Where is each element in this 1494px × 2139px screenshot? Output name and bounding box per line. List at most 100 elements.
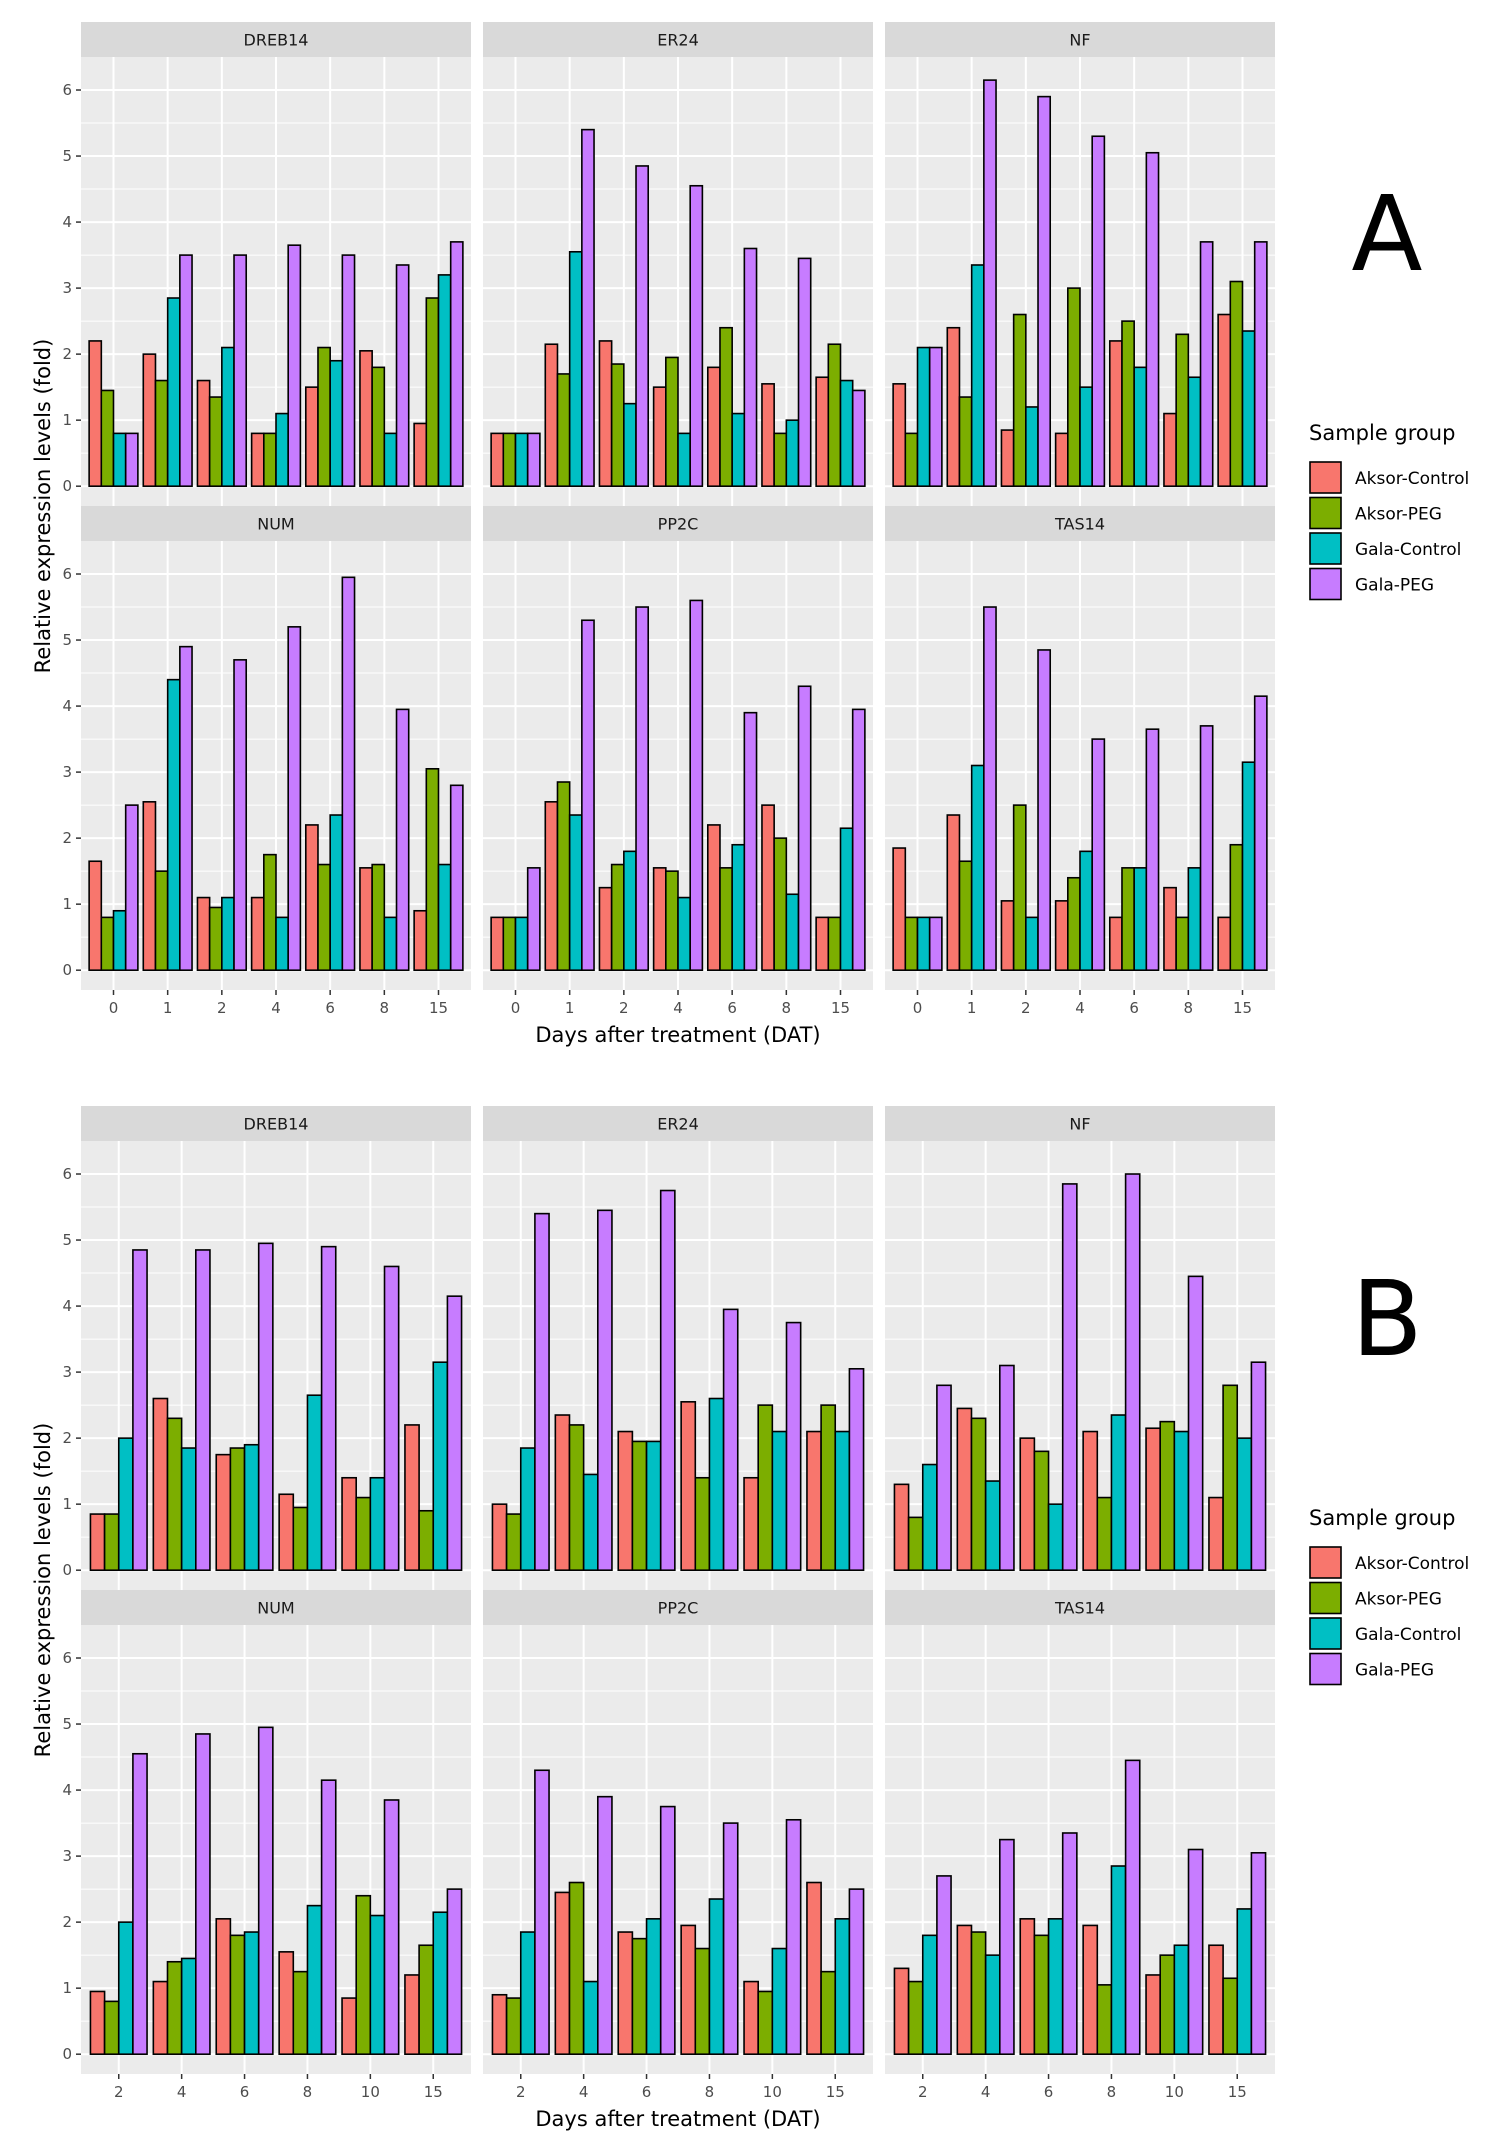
bar-aksor-peg-day-2 <box>610 363 625 487</box>
x-tick-label: 4 <box>1075 999 1085 1017</box>
bar-gala-peg-day-0 <box>928 346 943 487</box>
bar-gala-control-day-2 <box>117 1921 134 2055</box>
bar-gala-control-day-2 <box>519 1931 536 2055</box>
bar-aksor-peg-day-8 <box>371 863 386 971</box>
x-axis-title: Days after treatment (DAT) <box>535 2107 820 2131</box>
bar-gala-control-day-1 <box>166 297 181 487</box>
bar-aksor-peg-day-2 <box>208 396 223 487</box>
y-tick-label: 3 <box>62 763 72 781</box>
facet-title: NF <box>1069 31 1090 50</box>
bar-gala-control-day-8 <box>1110 1865 1127 2055</box>
bar-aksor-control-day-8 <box>1082 1430 1099 1571</box>
bar-gala-control-day-0 <box>112 909 127 971</box>
x-tick-label: 2 <box>619 999 629 1017</box>
bar-aksor-peg-day-2 <box>907 1980 924 2055</box>
bar-gala-peg-day-6 <box>743 247 758 488</box>
bar-aksor-control-day-4 <box>250 432 265 487</box>
bar-gala-peg-day-1 <box>983 606 997 971</box>
bar-aksor-peg-day-4 <box>970 1417 987 1571</box>
bar-aksor-control-day-1 <box>142 353 157 487</box>
bar-gala-peg-day-6 <box>1145 151 1160 487</box>
bar-aksor-peg-day-6 <box>317 863 331 971</box>
bar-aksor-control-day-6 <box>1019 1437 1036 1571</box>
y-tick-label: 2 <box>62 1913 72 1931</box>
x-tick-label: 6 <box>642 2083 652 2101</box>
facet-tas14: TAS14 0 1 2 4 6 8 15 <box>885 506 1275 1017</box>
facet-strip <box>483 22 873 57</box>
bar-aksor-control-day-6 <box>304 386 319 487</box>
bar-aksor-control-day-15 <box>815 376 830 487</box>
x-tick-label: 6 <box>240 2083 250 2101</box>
bar-aksor-peg-day-15 <box>820 1970 837 2055</box>
bar-gala-peg-day-10 <box>383 1799 400 2055</box>
facet-strip <box>885 22 1275 57</box>
bar-gala-control-day-6 <box>731 412 746 487</box>
bar-gala-peg-day-2 <box>936 1384 952 1571</box>
facet-strip <box>885 506 1275 541</box>
x-tick-label: 1 <box>163 999 173 1017</box>
x-tick-label: 8 <box>705 2083 715 2101</box>
bar-gala-peg-day-8 <box>1199 241 1214 487</box>
bar-gala-control-day-4 <box>180 1957 197 2055</box>
y-tick-label: 4 <box>62 697 72 715</box>
bar-aksor-peg-day-6 <box>1033 1934 1050 2055</box>
bar-gala-peg-day-4 <box>689 184 704 487</box>
bar-aksor-control-day-1 <box>946 814 961 971</box>
bar-gala-control-day-15 <box>834 1918 851 2055</box>
bar-aksor-control-day-4 <box>652 867 667 971</box>
bar-gala-peg-day-15 <box>446 1888 463 2055</box>
bar-aksor-peg-day-0 <box>100 916 115 971</box>
bar-gala-peg-day-0 <box>928 916 943 971</box>
bar-gala-control-day-8 <box>306 1394 323 1571</box>
bar-gala-control-day-6 <box>1047 1918 1064 2055</box>
bar-aksor-control-day-2 <box>893 1483 910 1571</box>
bar-aksor-control-day-2 <box>1000 429 1015 488</box>
bar-aksor-control-day-6 <box>304 824 319 971</box>
bar-gala-control-day-6 <box>731 843 746 971</box>
bar-gala-peg-day-2 <box>635 606 650 971</box>
legend-key-gala-control <box>1309 1617 1342 1650</box>
bar-gala-control-day-15 <box>437 274 452 487</box>
x-tick-label: 1 <box>565 999 575 1017</box>
bar-gala-peg-day-1 <box>983 79 997 487</box>
bar-aksor-control-day-4 <box>152 1397 169 1571</box>
legend: Sample group Aksor-Control Aksor-PEG Gala-C… <box>1309 1506 1469 1686</box>
y-tick-label: 3 <box>62 279 72 297</box>
bar-gala-peg-day-4 <box>596 1209 613 1571</box>
bar-gala-control-day-15 <box>1236 1908 1253 2055</box>
bar-gala-peg-day-8 <box>395 708 410 972</box>
bar-gala-peg-day-15 <box>851 389 866 487</box>
bar-aksor-control-day-10 <box>341 1997 357 2055</box>
bar-gala-peg-day-6 <box>1061 1183 1078 1571</box>
bar-aksor-peg-day-8 <box>1175 916 1190 971</box>
bar-aksor-control-day-2 <box>89 1513 106 1571</box>
x-tick-label: 4 <box>981 2083 991 2101</box>
bar-aksor-peg-day-4 <box>166 1417 183 1571</box>
bar-gala-control-day-6 <box>645 1918 662 2055</box>
y-tick-label: 4 <box>62 1297 72 1315</box>
bar-aksor-peg-day-10 <box>1159 1420 1176 1572</box>
bar-gala-control-day-15 <box>834 1430 851 1571</box>
bar-gala-peg-day-8 <box>722 1822 739 2055</box>
bar-gala-peg-day-2 <box>936 1875 952 2055</box>
bar-aksor-peg-day-6 <box>631 1937 648 2055</box>
bar-aksor-peg-day-4 <box>665 356 679 487</box>
bar-gala-control-day-15 <box>437 863 452 971</box>
bar-gala-peg-day-6 <box>659 1189 676 1571</box>
x-tick-label: 6 <box>1129 999 1139 1017</box>
bar-gala-peg-day-2 <box>233 254 248 487</box>
facet-title: TAS14 <box>1054 515 1105 534</box>
bar-aksor-control-day-8 <box>761 383 775 488</box>
facet-dreb14: DREB14 0 1 2 3 4 5 6 <box>62 22 471 506</box>
panel-label-a: A <box>1351 173 1422 295</box>
bar-gala-peg-day-10 <box>383 1265 400 1571</box>
bar-gala-peg-day-8 <box>320 1245 337 1571</box>
bar-gala-control-day-6 <box>1047 1503 1064 1571</box>
bar-gala-control-day-4 <box>1079 850 1093 971</box>
bar-aksor-peg-day-2 <box>1012 313 1027 487</box>
bar-aksor-control-day-0 <box>88 340 103 487</box>
bar-aksor-peg-day-6 <box>1121 867 1135 971</box>
bar-gala-control-day-8 <box>383 916 398 971</box>
bar-aksor-peg-day-1 <box>958 860 973 971</box>
bar-aksor-peg-day-6 <box>317 346 331 487</box>
